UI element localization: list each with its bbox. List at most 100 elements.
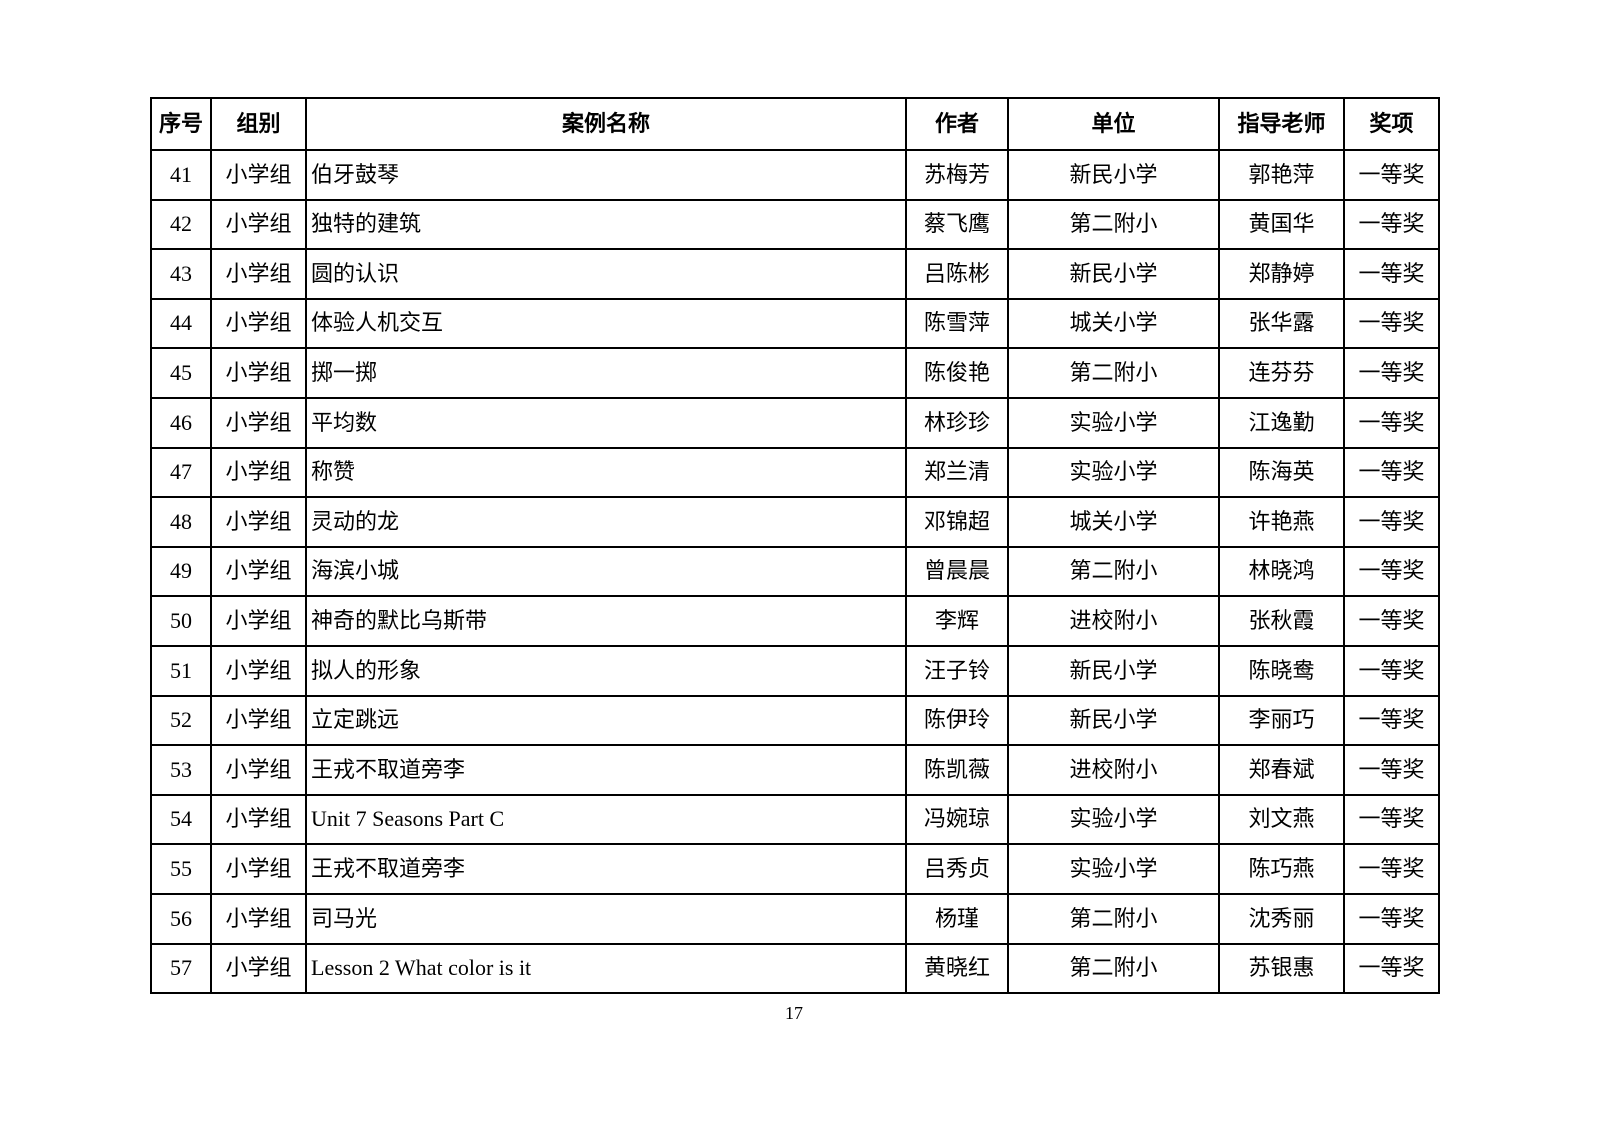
table-cell-index: 49 [150, 545, 212, 598]
table-cell-index: 55 [150, 843, 212, 895]
table-cell-case-name: 伯牙鼓琴 [305, 149, 907, 201]
col-header-unit: 单位 [1007, 97, 1220, 151]
table-cell-case-name: 神奇的默比乌斯带 [305, 595, 907, 647]
table-cell-award: 一等奖 [1343, 793, 1440, 846]
table-cell-index: 54 [150, 793, 212, 846]
table-cell-index: 48 [150, 496, 212, 548]
table-cell-teacher: 陈晓鸯 [1218, 644, 1345, 697]
table-cell-award: 一等奖 [1343, 396, 1440, 449]
table-cell-index: 50 [150, 595, 212, 647]
table-cell-unit: 第二附小 [1007, 545, 1220, 598]
table-cell-author: 李辉 [905, 595, 1009, 647]
table-cell-group: 小学组 [210, 347, 307, 399]
table-cell-case-name: Unit 7 Seasons Part C [305, 793, 907, 846]
table-cell-award: 一等奖 [1343, 496, 1440, 548]
table-cell-author: 陈伊玲 [905, 694, 1009, 747]
table-cell-group: 小学组 [210, 644, 307, 697]
table-cell-teacher: 郭艳萍 [1218, 149, 1345, 201]
table-cell-group: 小学组 [210, 892, 307, 945]
table-cell-case-name: 称赞 [305, 446, 907, 499]
table-cell-case-name: Lesson 2 What color is it [305, 942, 907, 995]
table-cell-case-name: 平均数 [305, 396, 907, 449]
table-row: 49 小学组 海滨小城 曾晨晨 第二附小 林晓鸿 一等奖 [150, 545, 1440, 598]
table-cell-author: 蔡飞鹰 [905, 198, 1009, 251]
table-cell-teacher: 陈海英 [1218, 446, 1345, 499]
table-cell-author: 吕秀贞 [905, 843, 1009, 895]
table-cell-award: 一等奖 [1343, 446, 1440, 499]
table-cell-group: 小学组 [210, 496, 307, 548]
table-cell-unit: 城关小学 [1007, 496, 1220, 548]
table-cell-group: 小学组 [210, 694, 307, 747]
table-cell-author: 陈凯薇 [905, 744, 1009, 796]
table-cell-teacher: 黄国华 [1218, 198, 1345, 251]
table-row: 57 小学组 Lesson 2 What color is it 黄晓红 第二附小 苏银惠… [150, 942, 1440, 995]
table-cell-unit: 第二附小 [1007, 198, 1220, 251]
table-row: 51 小学组 拟人的形象 汪子铃 新民小学 陈晓鸯 一等奖 [150, 644, 1440, 697]
table-row: 42 小学组 独特的建筑 蔡飞鹰 第二附小 黄国华 一等奖 [150, 198, 1440, 251]
table-row: 44 小学组 体验人机交互 陈雪萍 城关小学 张华露 一等奖 [150, 297, 1440, 350]
table-cell-index: 56 [150, 892, 212, 945]
table-cell-unit: 第二附小 [1007, 347, 1220, 399]
table-cell-case-name: 独特的建筑 [305, 198, 907, 251]
table-row: 41 小学组 伯牙鼓琴 苏梅芳 新民小学 郭艳萍 一等奖 [150, 149, 1440, 201]
table-cell-award: 一等奖 [1343, 545, 1440, 598]
table-row: 47 小学组 称赞 郑兰清 实验小学 陈海英 一等奖 [150, 446, 1440, 499]
table-cell-group: 小学组 [210, 744, 307, 796]
table-cell-author: 杨瑾 [905, 892, 1009, 945]
table-cell-unit: 实验小学 [1007, 396, 1220, 449]
col-header-case-name: 案例名称 [305, 97, 907, 151]
col-header-teacher: 指导老师 [1218, 97, 1345, 151]
table-cell-teacher: 江逸勤 [1218, 396, 1345, 449]
table-cell-unit: 第二附小 [1007, 942, 1220, 995]
table-cell-group: 小学组 [210, 595, 307, 647]
table-cell-author: 黄晓红 [905, 942, 1009, 995]
table-cell-index: 43 [150, 248, 212, 300]
table-cell-teacher: 苏银惠 [1218, 942, 1345, 995]
table-cell-award: 一等奖 [1343, 347, 1440, 399]
table-cell-index: 53 [150, 744, 212, 796]
table-cell-award: 一等奖 [1343, 248, 1440, 300]
table-cell-group: 小学组 [210, 396, 307, 449]
table-cell-unit: 实验小学 [1007, 446, 1220, 499]
table-cell-teacher: 林晓鸿 [1218, 545, 1345, 598]
table-row: 55 小学组 王戎不取道旁李 吕秀贞 实验小学 陈巧燕 一等奖 [150, 843, 1440, 895]
table-cell-case-name: 拟人的形象 [305, 644, 907, 697]
table-cell-case-name: 王戎不取道旁李 [305, 843, 907, 895]
table-cell-group: 小学组 [210, 446, 307, 499]
col-header-author: 作者 [905, 97, 1009, 151]
table-cell-index: 42 [150, 198, 212, 251]
table-cell-group: 小学组 [210, 843, 307, 895]
page-number: 17 [785, 1003, 803, 1023]
table-cell-award: 一等奖 [1343, 297, 1440, 350]
table-cell-index: 52 [150, 694, 212, 747]
table-cell-group: 小学组 [210, 297, 307, 350]
table-row: 53 小学组 王戎不取道旁李 陈凯薇 进校附小 郑春斌 一等奖 [150, 744, 1440, 796]
table-row: 56 小学组 司马光 杨瑾 第二附小 沈秀丽 一等奖 [150, 892, 1440, 945]
table-cell-group: 小学组 [210, 942, 307, 995]
table-cell-award: 一等奖 [1343, 942, 1440, 995]
table-cell-author: 陈俊艳 [905, 347, 1009, 399]
table-cell-award: 一等奖 [1343, 892, 1440, 945]
col-header-group: 组别 [210, 97, 307, 151]
table-cell-unit: 新民小学 [1007, 149, 1220, 201]
table-cell-award: 一等奖 [1343, 694, 1440, 747]
table-cell-case-name: 灵动的龙 [305, 496, 907, 548]
table-cell-unit: 新民小学 [1007, 248, 1220, 300]
table-cell-teacher: 郑静婷 [1218, 248, 1345, 300]
table-cell-unit: 新民小学 [1007, 644, 1220, 697]
table-cell-case-name: 立定跳远 [305, 694, 907, 747]
table-cell-award: 一等奖 [1343, 843, 1440, 895]
table-row: 46 小学组 平均数 林珍珍 实验小学 江逸勤 一等奖 [150, 396, 1440, 449]
table-cell-author: 陈雪萍 [905, 297, 1009, 350]
table-cell-unit: 进校附小 [1007, 744, 1220, 796]
table-cell-case-name: 体验人机交互 [305, 297, 907, 350]
table-cell-author: 苏梅芳 [905, 149, 1009, 201]
table-cell-index: 46 [150, 396, 212, 449]
table-cell-teacher: 郑春斌 [1218, 744, 1345, 796]
table-cell-unit: 实验小学 [1007, 793, 1220, 846]
table-header-row: 序号 组别 案例名称 作者 单位 指导老师 奖项 [150, 97, 1440, 151]
table-cell-author: 汪子铃 [905, 644, 1009, 697]
award-table: 序号 组别 案例名称 作者 单位 指导老师 奖项 41 小学组 伯牙鼓琴 苏梅芳 新民小… [150, 97, 1440, 995]
table-row: 43 小学组 圆的认识 吕陈彬 新民小学 郑静婷 一等奖 [150, 248, 1440, 300]
